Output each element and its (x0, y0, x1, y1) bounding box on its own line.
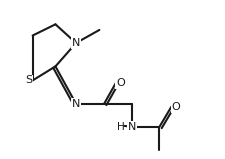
Text: O: O (172, 102, 180, 112)
Text: N: N (128, 122, 136, 132)
Text: S: S (25, 75, 32, 85)
Text: N: N (72, 38, 80, 48)
Text: H: H (117, 122, 124, 132)
Text: N: N (128, 122, 136, 132)
Text: N: N (72, 99, 80, 109)
Text: O: O (116, 78, 125, 88)
